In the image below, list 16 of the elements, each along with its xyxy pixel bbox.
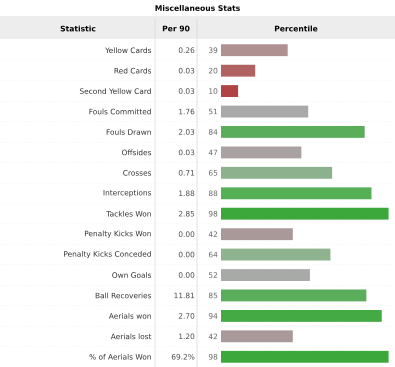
bar (221, 64, 256, 77)
bar (221, 269, 310, 281)
bar (221, 350, 389, 363)
bar (221, 44, 288, 56)
bar (221, 248, 330, 261)
bar (221, 166, 332, 179)
bar (221, 310, 382, 322)
bar (221, 187, 372, 200)
bar (221, 330, 293, 342)
bar (221, 106, 308, 118)
bar (221, 85, 238, 98)
bar (221, 228, 293, 240)
bar (221, 208, 389, 220)
bar (221, 290, 366, 302)
bar (221, 126, 365, 138)
bar (221, 146, 302, 158)
